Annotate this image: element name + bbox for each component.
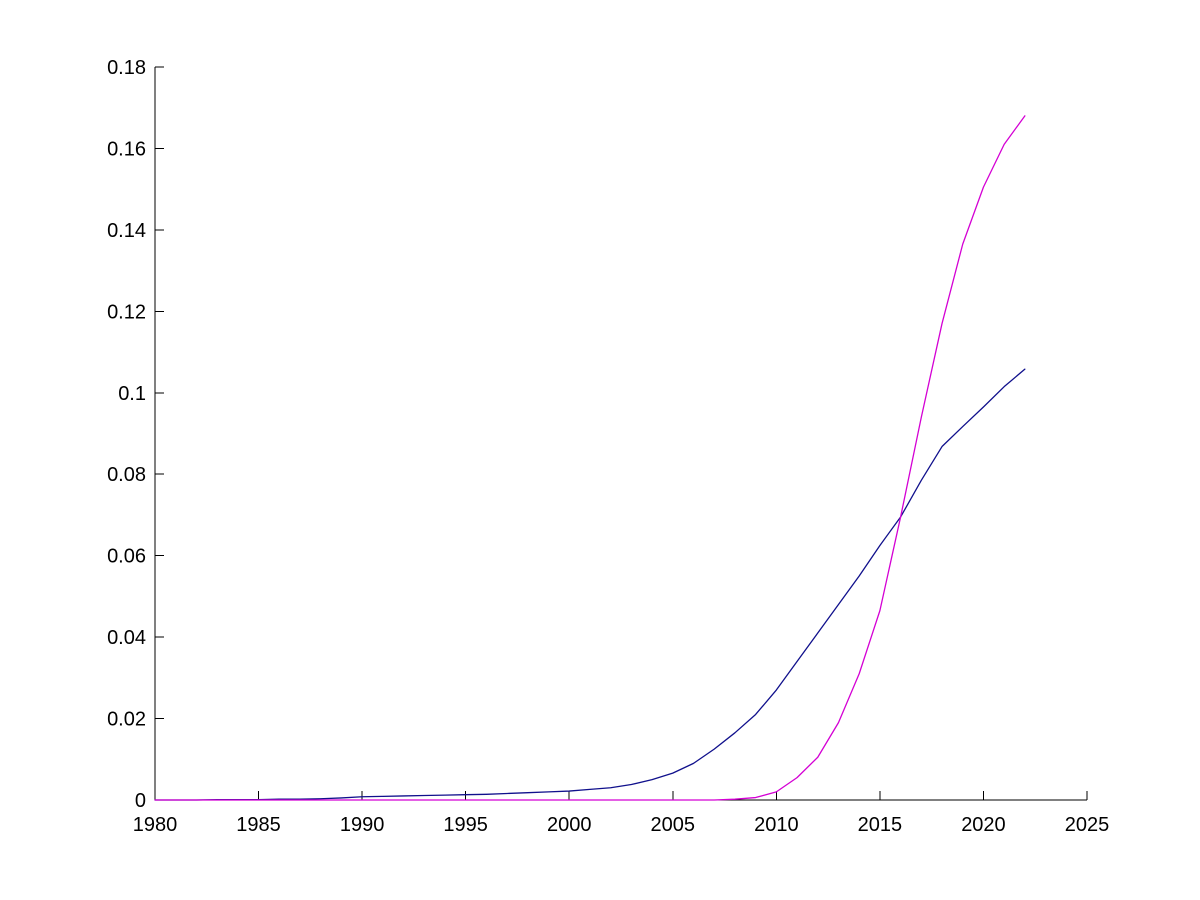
x-tick-label: 1985 [236, 814, 281, 836]
x-tick-label: 2005 [651, 814, 696, 836]
y-tick-label: 0.08 [107, 464, 146, 486]
y-tick-label: 0.16 [107, 138, 146, 160]
x-tick-label: 2020 [961, 814, 1006, 836]
y-tick-label: 0.04 [107, 627, 146, 649]
x-tick-label: 2010 [754, 814, 799, 836]
dark-blue-curve-line [154, 368, 1026, 801]
y-tick-label: 0 [135, 790, 146, 812]
y-tick-label: 0.14 [107, 220, 146, 242]
x-tick-label: 2000 [547, 814, 592, 836]
magenta-curve-line [154, 115, 1026, 801]
x-tick-label: 2025 [1065, 814, 1110, 836]
x-tick-label: 2015 [858, 814, 903, 836]
x-tick-label: 1990 [340, 814, 385, 836]
y-tick-label: 0.1 [118, 383, 146, 405]
x-tick-label: 1980 [133, 814, 178, 836]
x-tick-label: 1995 [443, 814, 488, 836]
y-tick-label: 0.06 [107, 546, 146, 568]
y-tick-label: 0.02 [107, 709, 146, 731]
y-tick-label: 0.12 [107, 301, 146, 323]
y-tick-label: 0.18 [107, 57, 146, 79]
